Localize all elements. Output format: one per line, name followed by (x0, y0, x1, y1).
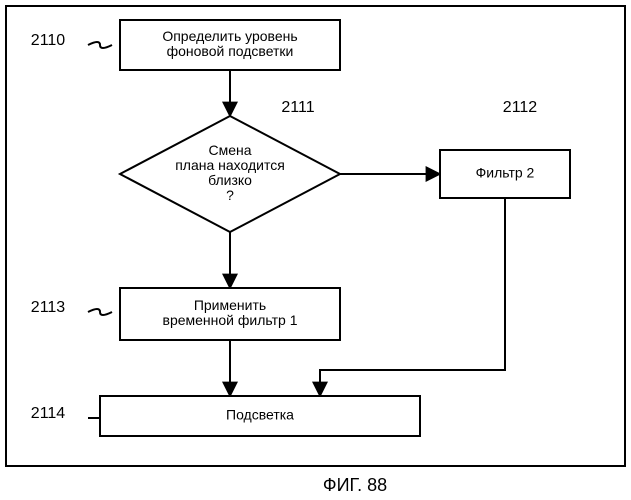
node-ref-n2113: 2113 (31, 299, 66, 316)
node-ref-n2114: 2114 (31, 405, 66, 422)
node-text-n2114-0: Подсветка (226, 407, 294, 423)
node-text-n2111-1: плана находится (175, 157, 285, 173)
nodes-layer: Определить уровеньфоновой подсветки Смена… (100, 20, 570, 436)
node-ref-n2110: 2110 (31, 32, 66, 49)
node-text-n2110-0: Определить уровень (162, 28, 297, 44)
node-text-n2111-2: близко (208, 172, 252, 188)
node-text-n2113-1: временной фильтр 1 (163, 312, 298, 328)
labels-layer: 2110 2111 2112 2113 2114 (31, 32, 538, 422)
edge-n2112-n2114 (320, 198, 505, 396)
node-text-n2111-0: Смена (208, 142, 251, 158)
figure-caption: ФИГ. 88 (323, 475, 387, 495)
node-text-n2111-3: ? (226, 187, 234, 203)
node-text-n2112-0: Фильтр 2 (476, 165, 535, 181)
node-text-n2110-1: фоновой подсветки (167, 43, 294, 59)
node-text-n2113-0: Применить (194, 297, 266, 313)
ref-tick-n2113 (88, 309, 112, 315)
node-ref-n2112: 2112 (503, 99, 538, 116)
edges-layer (230, 70, 505, 396)
node-ref-n2111: 2111 (281, 99, 314, 116)
ref-tick-n2110 (88, 42, 112, 48)
